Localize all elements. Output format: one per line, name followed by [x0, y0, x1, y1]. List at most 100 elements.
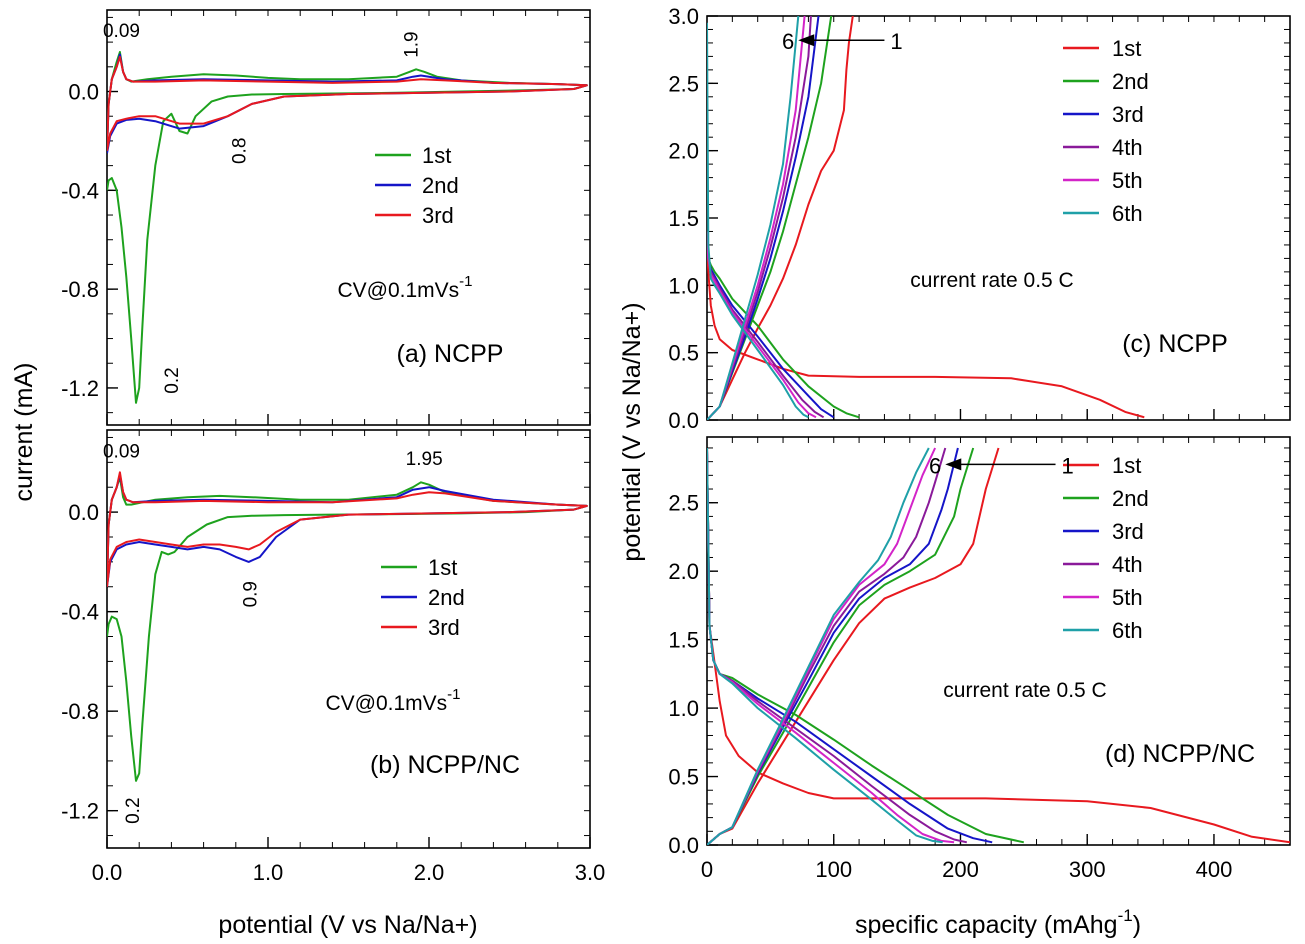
- y-tick-label: 0.5: [668, 765, 699, 790]
- legend-label-1st: 1st: [1112, 453, 1141, 478]
- series-group-d: [707, 447, 1290, 845]
- left-x-axis-title: potential (V vs Na/Na+): [218, 911, 477, 939]
- y-tick-label: 0.5: [668, 341, 699, 366]
- y-tick-label: 0.0: [668, 408, 699, 433]
- legend-label-2nd: 2nd: [428, 585, 465, 610]
- legend-label-2nd: 2nd: [422, 173, 459, 198]
- legend-label-4th: 4th: [1112, 552, 1143, 577]
- series-line-1st: [107, 476, 588, 782]
- series-line-3rd: [107, 55, 588, 151]
- y-tick-label: 0.0: [68, 80, 99, 105]
- series-line-2nd: [707, 16, 860, 420]
- peak-annotation: 0.8: [229, 138, 250, 164]
- panel-note-d: current rate 0.5 C: [943, 679, 1106, 702]
- peak-annotation: 0.2: [162, 367, 183, 393]
- legend-label-3rd: 3rd: [1112, 519, 1144, 544]
- series-line-4th: [707, 447, 968, 845]
- panel-note-a: CV@0.1mVs-1: [337, 273, 472, 302]
- y-tick-label: 2.0: [668, 139, 699, 164]
- series-line-5th: [707, 16, 817, 420]
- y-tick-label: 3.0: [668, 4, 699, 29]
- series-group-c: [707, 16, 1145, 420]
- panel-tag-c: (c) NCPP: [1122, 330, 1228, 358]
- y-tick-label: 2.0: [668, 559, 699, 584]
- left-y-axis-title: current (mA): [10, 363, 38, 502]
- x-tick-label: 0: [701, 857, 713, 882]
- cycle-arrow-head: [945, 458, 962, 471]
- minor-ticks-c: [706, 15, 1291, 421]
- series-line-6th: [707, 447, 943, 845]
- legend-label-6th: 6th: [1112, 618, 1143, 643]
- series-group-a: [107, 51, 588, 404]
- plot-frame-b: [106, 429, 591, 849]
- y-tick-label: 1.0: [668, 696, 699, 721]
- y-tick-label: -0.8: [61, 277, 99, 302]
- x-tick-label: 3.0: [575, 860, 606, 885]
- y-tick-label: -1.2: [61, 799, 99, 824]
- series-line-2nd: [107, 53, 588, 154]
- legend-label-3rd: 3rd: [422, 203, 454, 228]
- panel-tag-b: (b) NCPP/NC: [370, 751, 520, 779]
- legend-label-1st: 1st: [428, 555, 457, 580]
- peak-annotation: 0.9: [241, 581, 262, 607]
- cycle-arrow-head: [798, 34, 815, 47]
- right-y-axis-title: potential (V vs Na/Na+): [618, 302, 646, 561]
- series-line-6th: [707, 16, 809, 420]
- legend-label-1st: 1st: [1112, 36, 1141, 61]
- series-line-2nd: [107, 473, 588, 587]
- legend-label-3rd: 3rd: [1112, 102, 1144, 127]
- plot-frame-a: [106, 9, 591, 426]
- peak-annotation: 0.09: [103, 21, 140, 42]
- cycle-arrow-from-label: 1: [890, 29, 902, 54]
- panel-tag-a: (a) NCPP: [397, 340, 504, 368]
- panel-c-charge-discharge-ncpp: 0.0 0.5 1.0 1.5 2.0 2.5 3.0 1st 2nd 3rd 4th 5th 6th 1…: [668, 4, 1291, 433]
- x-tick-label: 0.0: [92, 860, 123, 885]
- plot-frame-c: [706, 15, 1291, 421]
- minor-ticks-a: [106, 10, 591, 425]
- series-line-1st: [107, 51, 588, 404]
- legend-label-3rd: 3rd: [428, 615, 460, 640]
- x-tick-label: 200: [942, 857, 979, 882]
- series-line-1st: [707, 447, 1290, 845]
- x-tick-label: 2.0: [414, 860, 445, 885]
- series-line-3rd: [107, 471, 588, 587]
- y-tick-label: 2.5: [668, 71, 699, 96]
- y-tick-label: 1.5: [668, 206, 699, 231]
- cycle-arrow-from-label: 1: [1062, 453, 1074, 478]
- legend-label-2nd: 2nd: [1112, 486, 1149, 511]
- plot-frame-d: [706, 436, 1291, 846]
- legend-label-5th: 5th: [1112, 168, 1143, 193]
- minor-ticks-b: [106, 430, 591, 848]
- x-tick-label: 300: [1069, 857, 1106, 882]
- legend-label-5th: 5th: [1112, 585, 1143, 610]
- x-tick-label: 400: [1196, 857, 1233, 882]
- legend-label-2nd: 2nd: [1112, 69, 1149, 94]
- legend-label-4th: 4th: [1112, 135, 1143, 160]
- y-tick-label: 0.0: [68, 500, 99, 525]
- peak-annotation: 1.9: [402, 31, 423, 57]
- y-tick-label: 2.5: [668, 491, 699, 516]
- right-x-axis-title-sup: -1: [1118, 906, 1133, 925]
- panel-b-cv-ncpp-nc: 0.0 1.0 2.0 3.0 0.0 -0.4 -0.8 -1.2 1st 2nd 3rd 0.09…: [61, 429, 606, 885]
- panel-note-b: CV@0.1mVs-1: [325, 686, 460, 715]
- peak-annotation: 0.09: [103, 441, 140, 462]
- x-tick-label: 100: [815, 857, 852, 882]
- cycle-arrow-to-label: 6: [929, 453, 941, 478]
- panel-d-charge-discharge-ncpp-nc: 0 100 200 300 400 0.0 0.5 1.0 1.5 2.0 2.5 1st 2nd 3rd…: [668, 436, 1291, 882]
- legend-label-1st: 1st: [422, 143, 451, 168]
- panel-note-c: current rate 0.5 C: [910, 269, 1073, 292]
- x-tick-label: 1.0: [253, 860, 284, 885]
- peak-annotation: 1.95: [406, 449, 443, 470]
- minor-ticks-d: [706, 437, 1291, 846]
- y-tick-label: -0.4: [61, 178, 99, 203]
- right-x-axis-title: specific capacity (mAhg-1): [855, 906, 1141, 939]
- y-tick-label: -0.8: [61, 699, 99, 724]
- panel-a-cv-ncpp: 0.0 -0.4 -0.8 -1.2 1st 2nd 3rd 0.09 1.9 0.8 0.2 (a)…: [61, 9, 591, 426]
- legend-label-6th: 6th: [1112, 201, 1143, 226]
- y-tick-label: -1.2: [61, 376, 99, 401]
- y-tick-label: -0.4: [61, 600, 99, 625]
- panel-tag-d: (d) NCPP/NC: [1105, 740, 1255, 768]
- y-tick-label: 1.0: [668, 273, 699, 298]
- y-tick-label: 0.0: [668, 833, 699, 858]
